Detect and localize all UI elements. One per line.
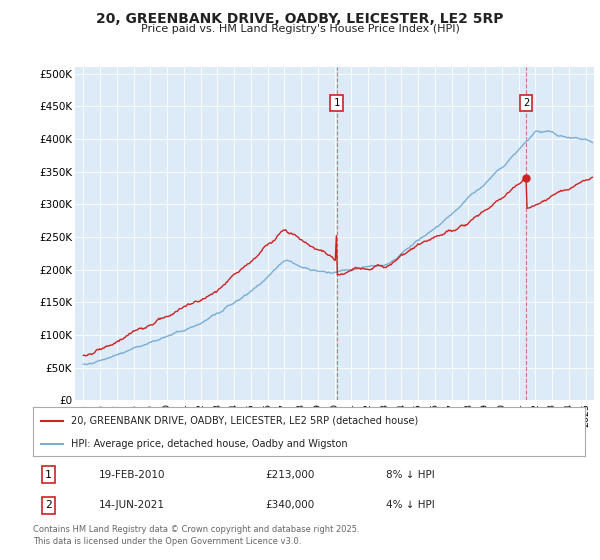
Text: 14-JUN-2021: 14-JUN-2021 [99,501,165,510]
Text: £340,000: £340,000 [265,501,314,510]
Text: Price paid vs. HM Land Registry's House Price Index (HPI): Price paid vs. HM Land Registry's House … [140,24,460,34]
Text: 8% ↓ HPI: 8% ↓ HPI [386,470,435,479]
Text: 20, GREENBANK DRIVE, OADBY, LEICESTER, LE2 5RP (detached house): 20, GREENBANK DRIVE, OADBY, LEICESTER, L… [71,416,418,426]
Text: 20, GREENBANK DRIVE, OADBY, LEICESTER, LE2 5RP: 20, GREENBANK DRIVE, OADBY, LEICESTER, L… [96,12,504,26]
Text: £213,000: £213,000 [265,470,314,479]
Text: 4% ↓ HPI: 4% ↓ HPI [386,501,435,510]
Text: 1: 1 [334,98,340,108]
Text: 19-FEB-2010: 19-FEB-2010 [99,470,166,479]
Text: 1: 1 [45,470,52,479]
Text: 2: 2 [45,501,52,510]
Text: 2: 2 [523,98,529,108]
Text: Contains HM Land Registry data © Crown copyright and database right 2025.
This d: Contains HM Land Registry data © Crown c… [33,525,359,546]
Text: HPI: Average price, detached house, Oadby and Wigston: HPI: Average price, detached house, Oadb… [71,439,347,449]
